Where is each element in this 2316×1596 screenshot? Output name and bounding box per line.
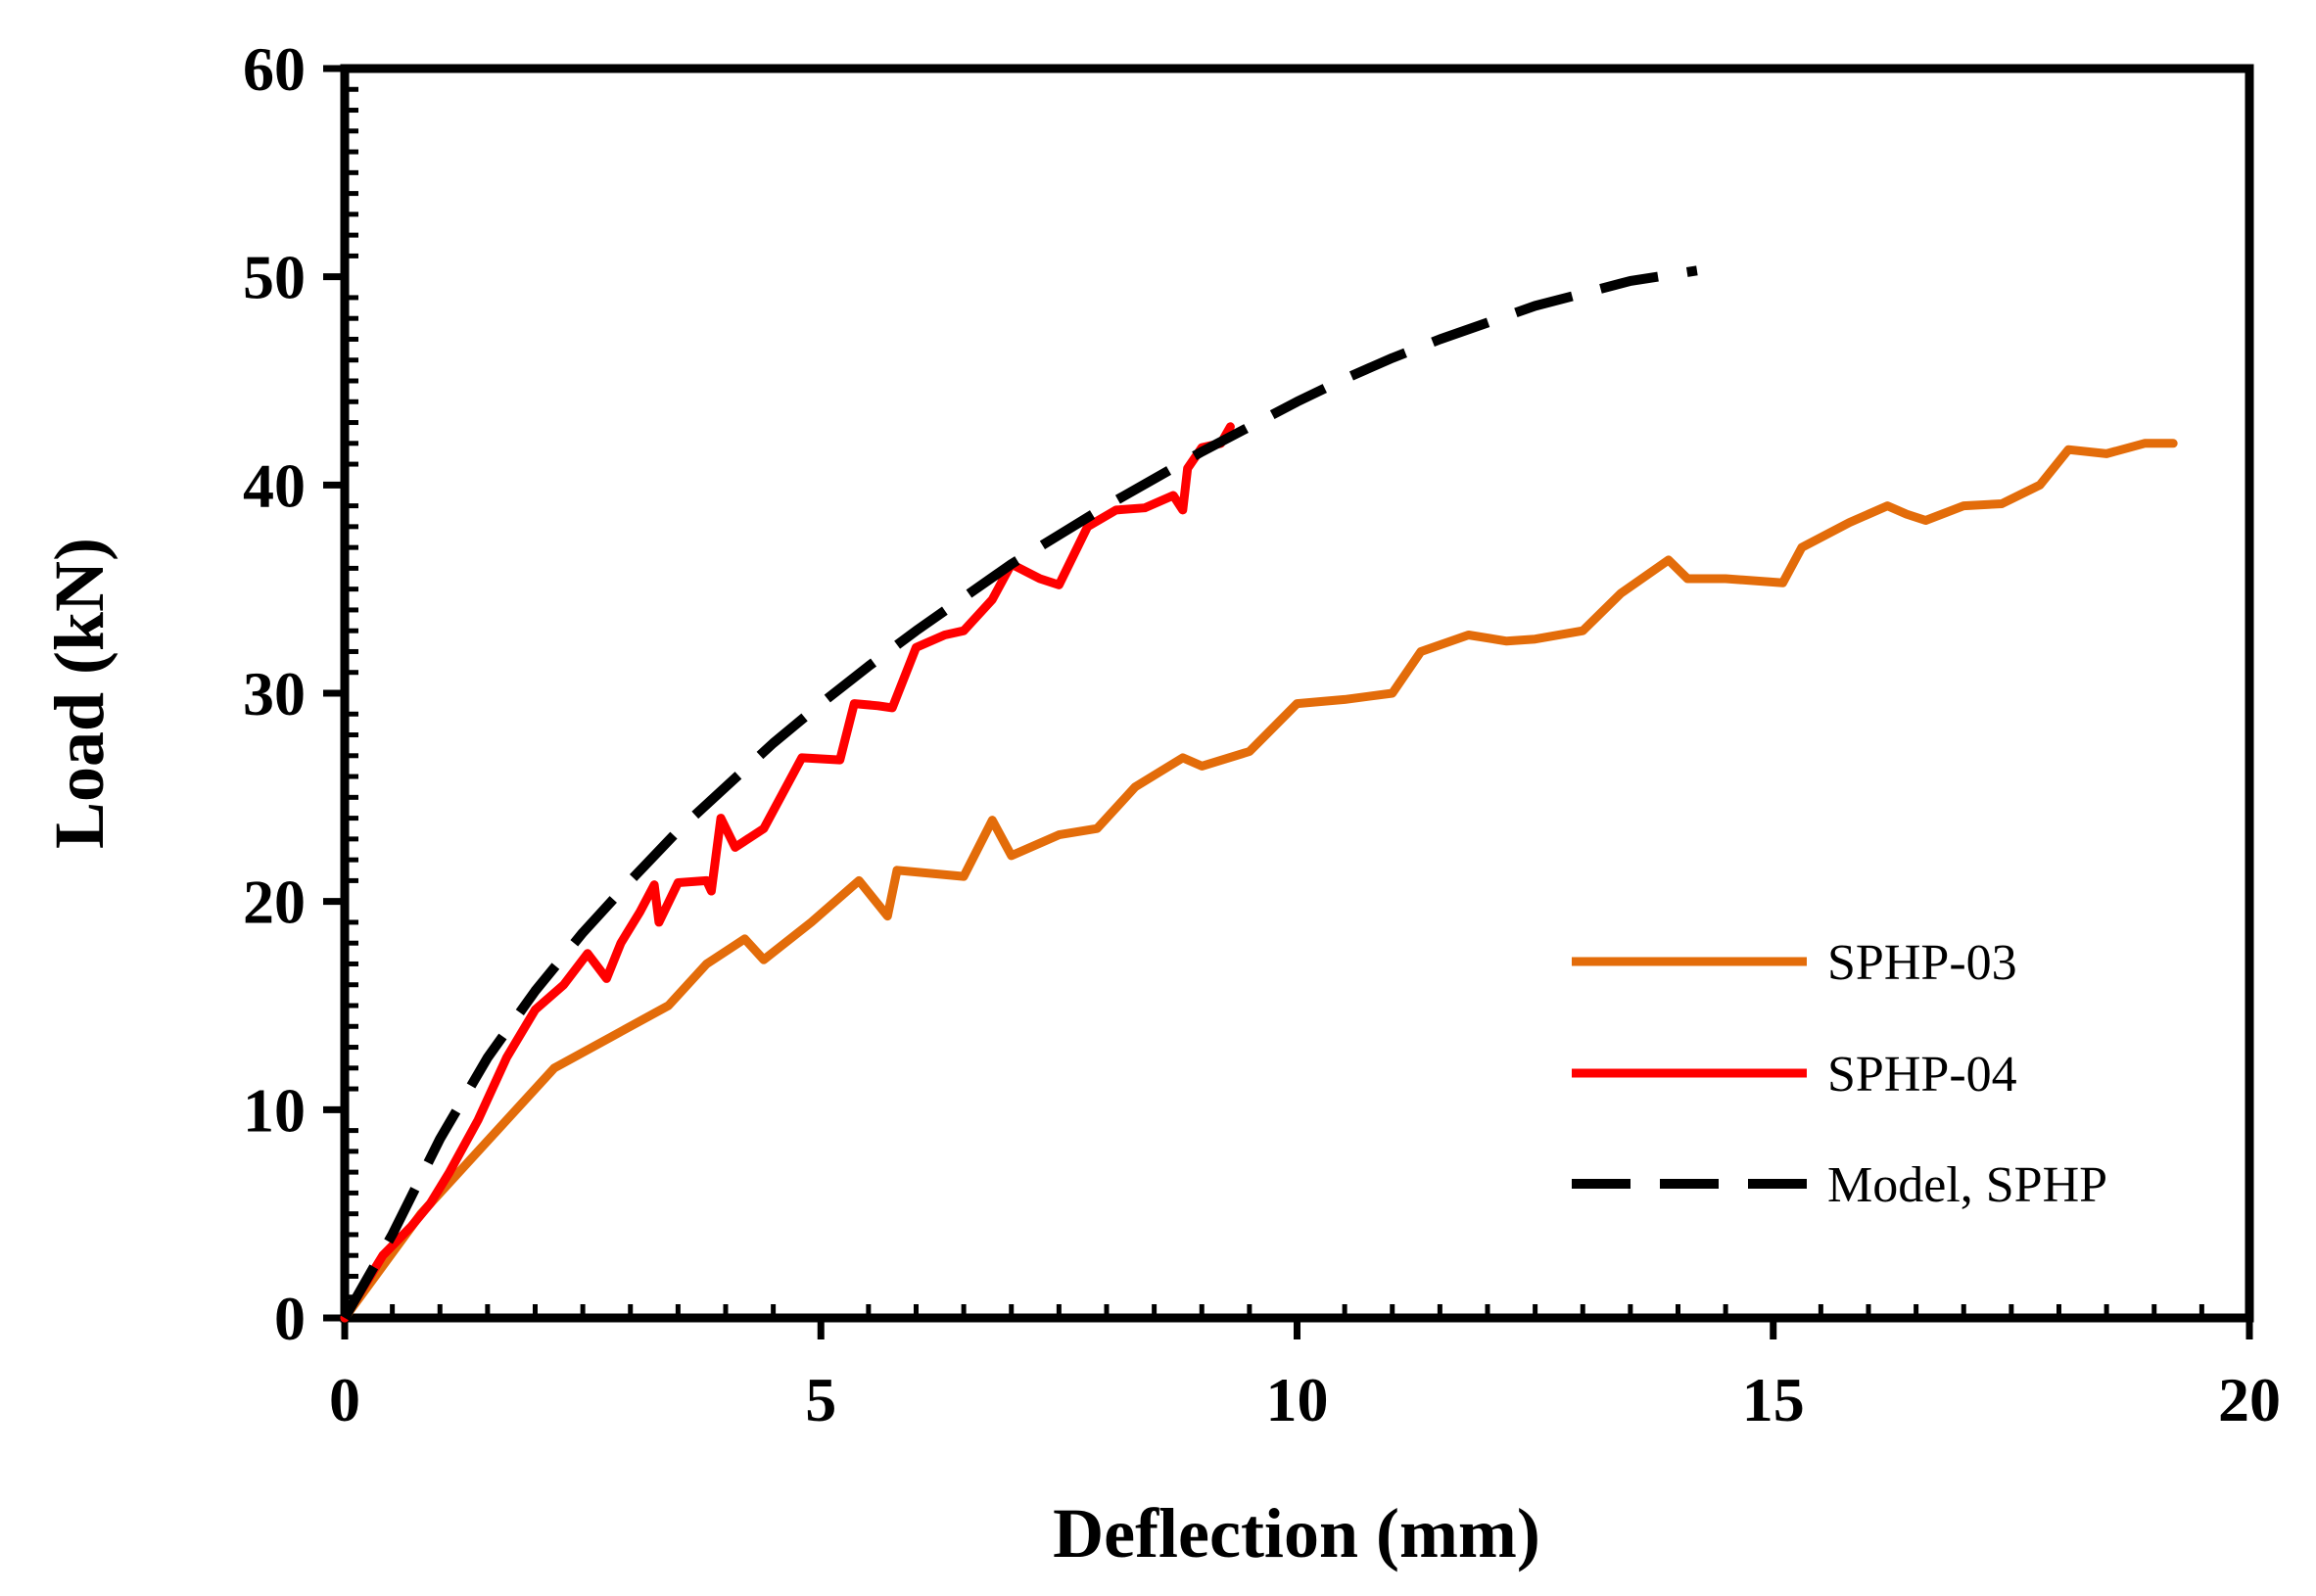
y-axis-title: Load (kN): [40, 538, 118, 849]
y-tick-label: 0: [274, 1284, 306, 1353]
x-tick-label: 5: [805, 1365, 836, 1434]
legend-label: Model, SPHP: [1827, 1157, 2107, 1213]
series-layer: [340, 265, 2178, 1323]
legend-label: SPHP-04: [1827, 1047, 2017, 1103]
plot-frame: [340, 64, 2254, 1323]
tick-labels: 0 5 10 15 20 0 10 20 30 40 50 60: [243, 34, 2281, 1434]
x-tick-label: 15: [1742, 1365, 1805, 1434]
x-tick-label: 0: [329, 1365, 360, 1434]
series-line-sphp-03: [340, 439, 2178, 1323]
legend-label: SPHP-03: [1827, 935, 2017, 991]
x-tick-label: 20: [2218, 1365, 2281, 1434]
major-ticks: [323, 65, 2253, 1339]
x-tick-label: 10: [1266, 1365, 1329, 1434]
legend: SPHP-03 SPHP-04 Model, SPHP: [1572, 935, 2107, 1213]
series-line-sphp-04: [340, 422, 1235, 1323]
series-line-model-sphp: [340, 265, 1698, 1321]
y-tick-label: 50: [243, 243, 306, 312]
y-tick-label: 10: [243, 1075, 306, 1145]
y-tick-label: 40: [243, 450, 306, 520]
y-tick-label: 30: [243, 659, 306, 728]
y-tick-label: 20: [243, 868, 306, 937]
x-axis-title: Deflection (mm): [1053, 1494, 1540, 1573]
minor-ticks: [345, 86, 2204, 1318]
y-tick-label: 60: [243, 34, 306, 104]
